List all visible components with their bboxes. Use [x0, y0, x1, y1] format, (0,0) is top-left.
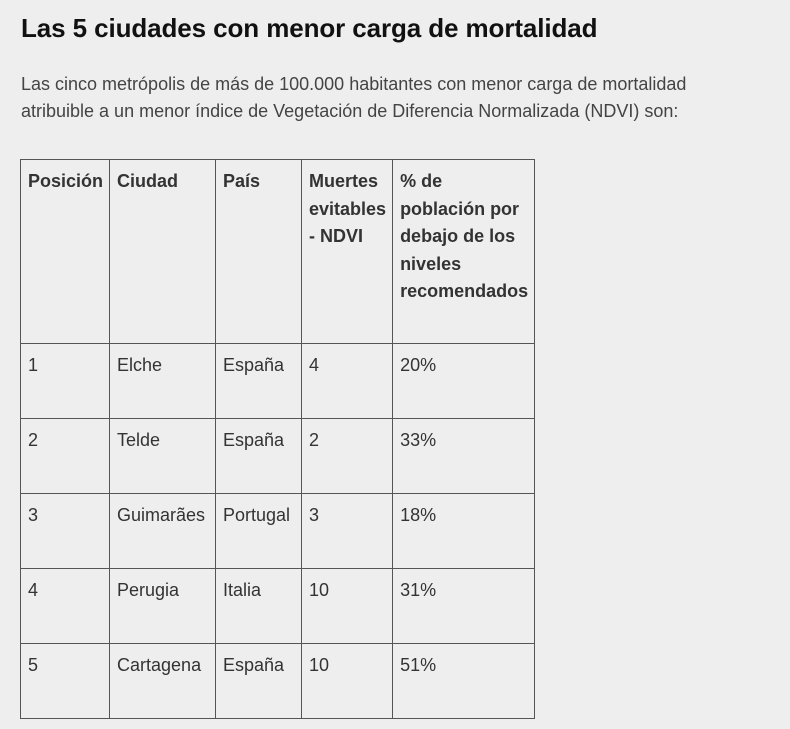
cell-country: España: [215, 343, 303, 419]
cities-table: Posición Ciudad País Muertes evitables -…: [19, 159, 536, 719]
cell-population-percent: 20%: [392, 343, 536, 419]
cell-country: España: [215, 418, 303, 494]
header-position: Posición: [19, 159, 111, 344]
header-avoidable-deaths: Muertes evitables - NDVI: [301, 159, 394, 344]
table-row: 3 Guimarães Portugal 3 18%: [19, 493, 536, 569]
table-row: 5 Cartagena España 10 51%: [19, 643, 536, 719]
cell-population-percent: 18%: [392, 493, 536, 569]
cell-country: España: [215, 643, 303, 719]
header-population-percent: % de población por debajo de los niveles…: [392, 159, 536, 344]
cell-population-percent: 31%: [392, 568, 536, 644]
cell-position: 3: [19, 493, 111, 569]
page-title: Las 5 ciudades con menor carga de mortal…: [21, 13, 598, 43]
cell-position: 2: [19, 418, 111, 494]
cell-city: Perugia: [109, 568, 217, 644]
cell-avoidable-deaths: 2: [301, 418, 394, 494]
cell-country: Portugal: [215, 493, 303, 569]
cell-position: 5: [19, 643, 111, 719]
header-country: País: [215, 159, 303, 344]
cell-population-percent: 33%: [392, 418, 536, 494]
cell-avoidable-deaths: 4: [301, 343, 394, 419]
cell-country: Italia: [215, 568, 303, 644]
cell-avoidable-deaths: 10: [301, 643, 394, 719]
cell-population-percent: 51%: [392, 643, 536, 719]
intro-paragraph: Las cinco metrópolis de más de 100.000 h…: [21, 74, 687, 121]
cell-avoidable-deaths: 3: [301, 493, 394, 569]
cell-city: Guimarães: [109, 493, 217, 569]
cell-city: Telde: [109, 418, 217, 494]
table-header-row: Posición Ciudad País Muertes evitables -…: [19, 159, 536, 344]
cell-city: Elche: [109, 343, 217, 419]
cell-avoidable-deaths: 10: [301, 568, 394, 644]
cell-city: Cartagena: [109, 643, 217, 719]
table-row: 2 Telde España 2 33%: [19, 418, 536, 494]
table-row: 4 Perugia Italia 10 31%: [19, 568, 536, 644]
header-city: Ciudad: [109, 159, 217, 344]
cell-position: 4: [19, 568, 111, 644]
cell-position: 1: [19, 343, 111, 419]
table-row: 1 Elche España 4 20%: [19, 343, 536, 419]
